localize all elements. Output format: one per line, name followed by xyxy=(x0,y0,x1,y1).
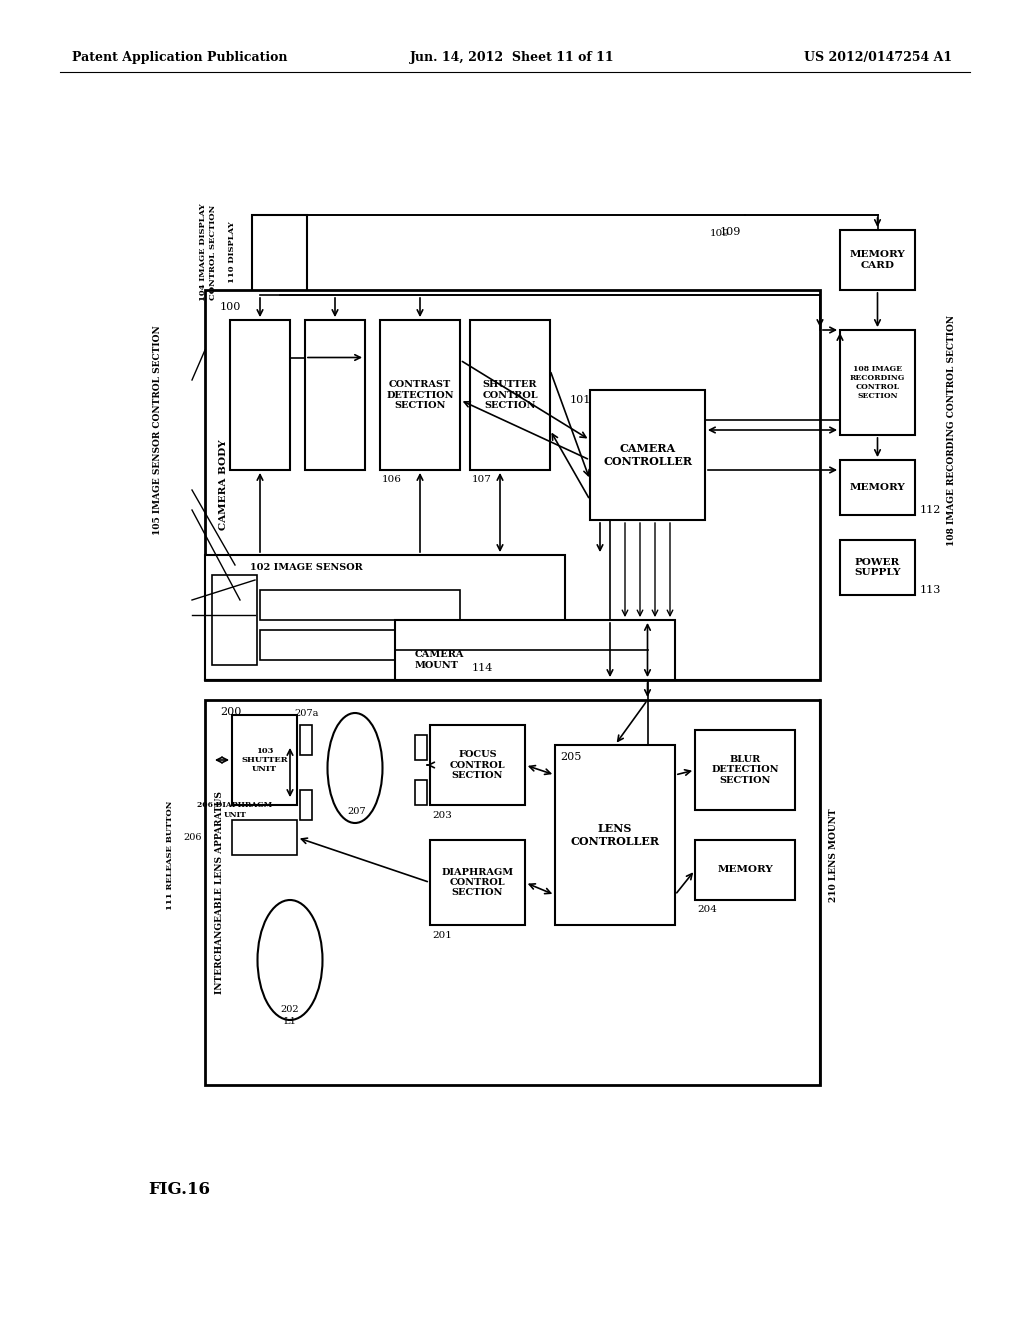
Text: 114: 114 xyxy=(472,663,494,673)
Bar xyxy=(232,820,297,855)
Text: MEMORY: MEMORY xyxy=(717,866,773,874)
Text: 112: 112 xyxy=(920,506,941,515)
Text: MEMORY: MEMORY xyxy=(850,483,905,492)
Bar xyxy=(230,319,290,470)
Bar xyxy=(305,319,365,470)
Text: CAMERA BODY: CAMERA BODY xyxy=(218,440,227,531)
Text: 100: 100 xyxy=(220,302,242,312)
Bar xyxy=(260,590,460,620)
Text: L1: L1 xyxy=(284,1018,296,1027)
Text: 201: 201 xyxy=(432,931,452,940)
Bar xyxy=(205,290,820,680)
Text: 102 IMAGE SENSOR: 102 IMAGE SENSOR xyxy=(250,562,362,572)
Bar xyxy=(470,319,550,470)
Bar xyxy=(840,230,915,290)
Text: 204: 204 xyxy=(697,906,717,915)
Text: 210 LENS MOUNT: 210 LENS MOUNT xyxy=(829,808,839,902)
Text: 108 IMAGE RECORDING CONTROL SECTION: 108 IMAGE RECORDING CONTROL SECTION xyxy=(947,314,956,545)
Bar xyxy=(252,215,307,330)
Text: FIG.16: FIG.16 xyxy=(148,1181,210,1199)
Text: US 2012/0147254 A1: US 2012/0147254 A1 xyxy=(804,51,952,65)
Text: CAMERA
MOUNT: CAMERA MOUNT xyxy=(415,651,465,669)
Text: 200: 200 xyxy=(220,708,242,717)
Bar xyxy=(840,330,915,436)
Text: 101: 101 xyxy=(570,395,592,405)
Text: POWER
SUPPLY: POWER SUPPLY xyxy=(854,558,901,577)
Text: 108 IMAGE
RECORDING
CONTROL
SECTION: 108 IMAGE RECORDING CONTROL SECTION xyxy=(850,364,905,400)
Bar xyxy=(590,389,705,520)
Text: 107: 107 xyxy=(472,475,492,484)
Text: CONTRAST
DETECTION
SECTION: CONTRAST DETECTION SECTION xyxy=(386,380,454,411)
Text: INTERCHANGEABLE LENS APPARATUS: INTERCHANGEABLE LENS APPARATUS xyxy=(215,791,224,994)
Text: 202: 202 xyxy=(281,1006,299,1015)
Ellipse shape xyxy=(328,713,383,822)
Text: 104 IMAGE DISPLAY
CONTROL SECTION: 104 IMAGE DISPLAY CONTROL SECTION xyxy=(200,203,217,301)
Ellipse shape xyxy=(257,900,323,1020)
Bar xyxy=(430,840,525,925)
Text: DIAPHRAGM
CONTROL
SECTION: DIAPHRAGM CONTROL SECTION xyxy=(441,867,514,898)
Text: SHUTTER
CONTROL
SECTION: SHUTTER CONTROL SECTION xyxy=(482,380,538,411)
Bar xyxy=(840,540,915,595)
Bar xyxy=(212,576,257,665)
Text: 113: 113 xyxy=(920,585,941,595)
Text: 106: 106 xyxy=(382,475,401,484)
Text: 206: 206 xyxy=(183,833,202,842)
Text: FOCUS
CONTROL
SECTION: FOCUS CONTROL SECTION xyxy=(450,750,505,780)
Bar xyxy=(300,725,312,755)
Bar xyxy=(300,789,312,820)
Bar xyxy=(430,725,525,805)
Text: 207: 207 xyxy=(348,808,367,817)
Bar xyxy=(415,735,427,760)
Bar xyxy=(260,630,460,660)
Text: 105 IMAGE SENSOR CONTROL SECTION: 105 IMAGE SENSOR CONTROL SECTION xyxy=(153,325,162,535)
Text: 110 DISPLAY: 110 DISPLAY xyxy=(228,222,236,282)
Bar xyxy=(380,319,460,470)
Bar xyxy=(695,730,795,810)
Text: 109: 109 xyxy=(719,227,740,238)
Text: CAMERA
CONTROLLER: CAMERA CONTROLLER xyxy=(603,444,692,467)
Text: Patent Application Publication: Patent Application Publication xyxy=(72,51,288,65)
Text: Jun. 14, 2012  Sheet 11 of 11: Jun. 14, 2012 Sheet 11 of 11 xyxy=(410,51,614,65)
Text: 203: 203 xyxy=(432,810,452,820)
Bar xyxy=(415,780,427,805)
Bar xyxy=(695,840,795,900)
Text: BLUR
DETECTION
SECTION: BLUR DETECTION SECTION xyxy=(712,755,778,785)
Bar xyxy=(395,620,675,680)
Text: 205: 205 xyxy=(560,752,582,762)
Text: LENS
CONTROLLER: LENS CONTROLLER xyxy=(570,824,659,847)
Bar xyxy=(555,744,675,925)
Bar xyxy=(232,715,297,805)
Text: 109: 109 xyxy=(710,228,730,238)
Bar xyxy=(840,459,915,515)
Text: 207a: 207a xyxy=(295,710,319,718)
Text: 111 RELEASE BUTTON: 111 RELEASE BUTTON xyxy=(166,800,174,909)
Bar xyxy=(205,700,820,1085)
Text: MEMORY
CARD: MEMORY CARD xyxy=(850,251,905,269)
Text: 206 DIAPHRAGM
UNIT: 206 DIAPHRAGM UNIT xyxy=(198,801,272,818)
Text: 103
SHUTTER
UNIT: 103 SHUTTER UNIT xyxy=(242,747,288,774)
Bar xyxy=(205,554,565,680)
